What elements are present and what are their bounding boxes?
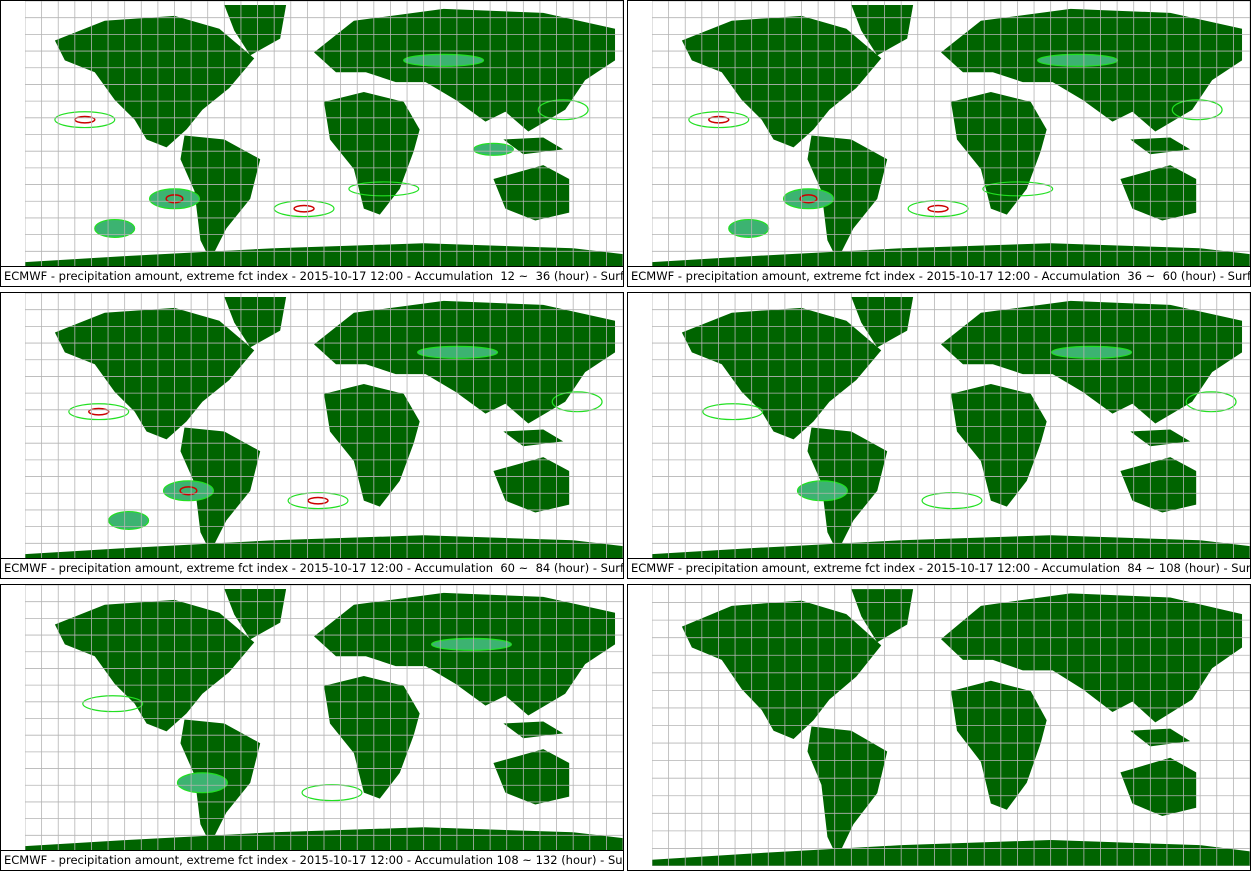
extreme-contour — [307, 496, 329, 505]
precip-contour — [108, 510, 150, 530]
precip-contour — [1171, 99, 1223, 121]
precip-contour — [176, 772, 228, 794]
map — [652, 1, 1250, 268]
map — [652, 585, 1250, 866]
precip-contour — [907, 200, 969, 218]
precip-contour — [68, 403, 130, 421]
caption: ECMWF - precipitation amount, extreme fc… — [628, 266, 1250, 286]
extreme-contour — [293, 204, 315, 213]
precip-contour — [162, 480, 214, 502]
precip-contour — [287, 492, 349, 510]
map — [25, 585, 623, 852]
precip-contour — [1051, 345, 1132, 359]
precip-contour — [301, 784, 363, 802]
precip-contour — [472, 142, 514, 156]
map — [652, 293, 1250, 560]
map — [25, 293, 623, 560]
precip-contour — [782, 188, 834, 210]
precip-contour — [921, 492, 983, 510]
precip-contour — [537, 99, 589, 121]
precip-contour — [348, 181, 420, 197]
map-panel — [627, 584, 1251, 871]
extreme-contour — [927, 204, 949, 213]
extreme-contour — [799, 194, 818, 204]
precip-contour — [796, 480, 848, 502]
caption: ECMWF - precipitation amount, extreme fc… — [628, 558, 1250, 578]
precip-contour — [273, 200, 335, 218]
caption: ECMWF - precipitation amount, extreme fc… — [1, 266, 623, 286]
extreme-contour — [179, 486, 198, 496]
map-panel: ECMWF - precipitation amount, extreme fc… — [0, 292, 624, 579]
precip-contour — [1185, 391, 1237, 413]
map — [25, 1, 623, 268]
precip-contour — [1037, 53, 1119, 67]
map-panel: ECMWF - precipitation amount, extreme fc… — [0, 0, 624, 287]
precip-contour — [82, 695, 144, 713]
extreme-contour — [88, 407, 110, 416]
map-panel: ECMWF - precipitation amount, extreme fc… — [627, 0, 1251, 287]
precip-contour — [54, 111, 116, 129]
precip-contour — [403, 53, 485, 67]
caption: ECMWF - precipitation amount, extreme fc… — [1, 850, 623, 870]
caption: ECMWF - precipitation amount, extreme fc… — [1, 558, 623, 578]
precip-contour — [417, 345, 499, 359]
map-panel: ECMWF - precipitation amount, extreme fc… — [627, 292, 1251, 579]
precip-contour — [702, 403, 764, 421]
precip-contour — [551, 391, 603, 413]
precip-contour — [431, 637, 512, 651]
map-panel: ECMWF - precipitation amount, extreme fc… — [0, 584, 624, 871]
